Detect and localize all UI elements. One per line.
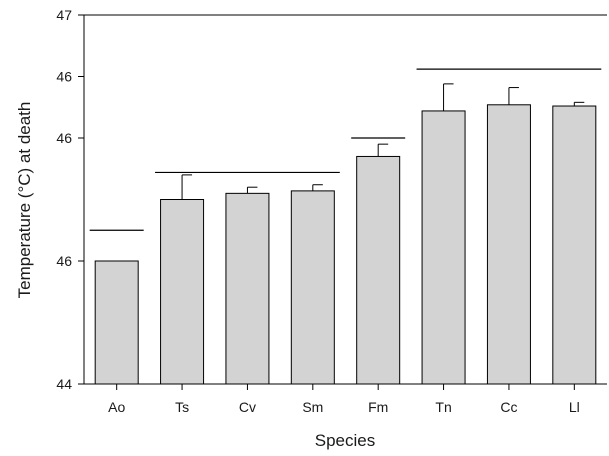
y-axis-title: Temperature (°C) at death bbox=[15, 102, 34, 299]
category-label-cc: Cc bbox=[500, 399, 517, 415]
y-tick-label: 46 bbox=[56, 130, 72, 146]
bar-ll bbox=[552, 105, 597, 385]
y-tick-label: 46 bbox=[56, 69, 72, 85]
y-axis-ticks: 44 46 46 46 47 bbox=[56, 7, 84, 392]
bar-fm bbox=[356, 155, 401, 385]
significance-group-lines bbox=[89, 68, 602, 231]
y-tick-label: 47 bbox=[56, 7, 72, 23]
x-axis-title: Species bbox=[315, 431, 375, 450]
error-bars bbox=[181, 83, 585, 200]
bar-cc bbox=[486, 104, 531, 385]
category-label-fm: Fm bbox=[368, 399, 388, 415]
y-tick-label: 44 bbox=[56, 376, 72, 392]
category-label-sm: Sm bbox=[302, 399, 323, 415]
bar-tn bbox=[421, 110, 466, 385]
bars bbox=[94, 104, 597, 385]
category-label-ao: Ao bbox=[108, 399, 125, 415]
category-label-ts: Ts bbox=[175, 399, 189, 415]
x-axis-ticks: Ao Ts Cv Sm Fm Tn Cc Ll bbox=[108, 384, 580, 415]
bar-cv bbox=[225, 192, 270, 385]
category-label-tn: Tn bbox=[435, 399, 451, 415]
y-tick-label: 46 bbox=[56, 253, 72, 269]
category-label-cv: Cv bbox=[239, 399, 256, 415]
category-label-ll: Ll bbox=[569, 399, 580, 415]
bar-sm bbox=[290, 190, 335, 385]
bar-ao bbox=[94, 260, 139, 385]
bar-ts bbox=[160, 199, 205, 385]
